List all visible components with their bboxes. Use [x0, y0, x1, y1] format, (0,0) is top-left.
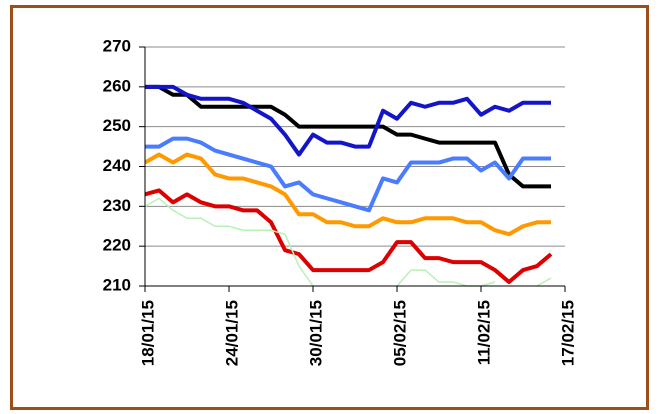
y-tick-label: 210	[103, 275, 131, 294]
series-line	[145, 152, 551, 237]
frame	[10, 5, 649, 410]
series-line	[145, 188, 553, 285]
y-tick-label: 230	[103, 196, 131, 215]
x-tick-label: 24/01/15	[222, 300, 241, 366]
x-tick-label: 05/02/15	[390, 300, 409, 366]
series-line	[145, 84, 551, 189]
y-tick-label: 250	[103, 116, 131, 135]
y-tick-label: 220	[103, 236, 131, 255]
x-tick-label: 18/01/15	[138, 300, 157, 366]
plot	[145, 84, 553, 287]
x-tick-label: 11/02/15	[474, 300, 493, 365]
y-tick-label: 270	[103, 36, 131, 55]
x-tick-label: 17/02/15	[558, 300, 577, 366]
y-tick-label: 240	[103, 156, 131, 175]
x-tick-label: 30/01/15	[306, 300, 325, 366]
series-line	[145, 136, 551, 213]
series-line	[145, 84, 551, 157]
axes: 210 220 230 240 250 260 270 18/01/15 24/01/15 30/…	[103, 36, 578, 366]
y-tick-label: 260	[103, 76, 131, 95]
